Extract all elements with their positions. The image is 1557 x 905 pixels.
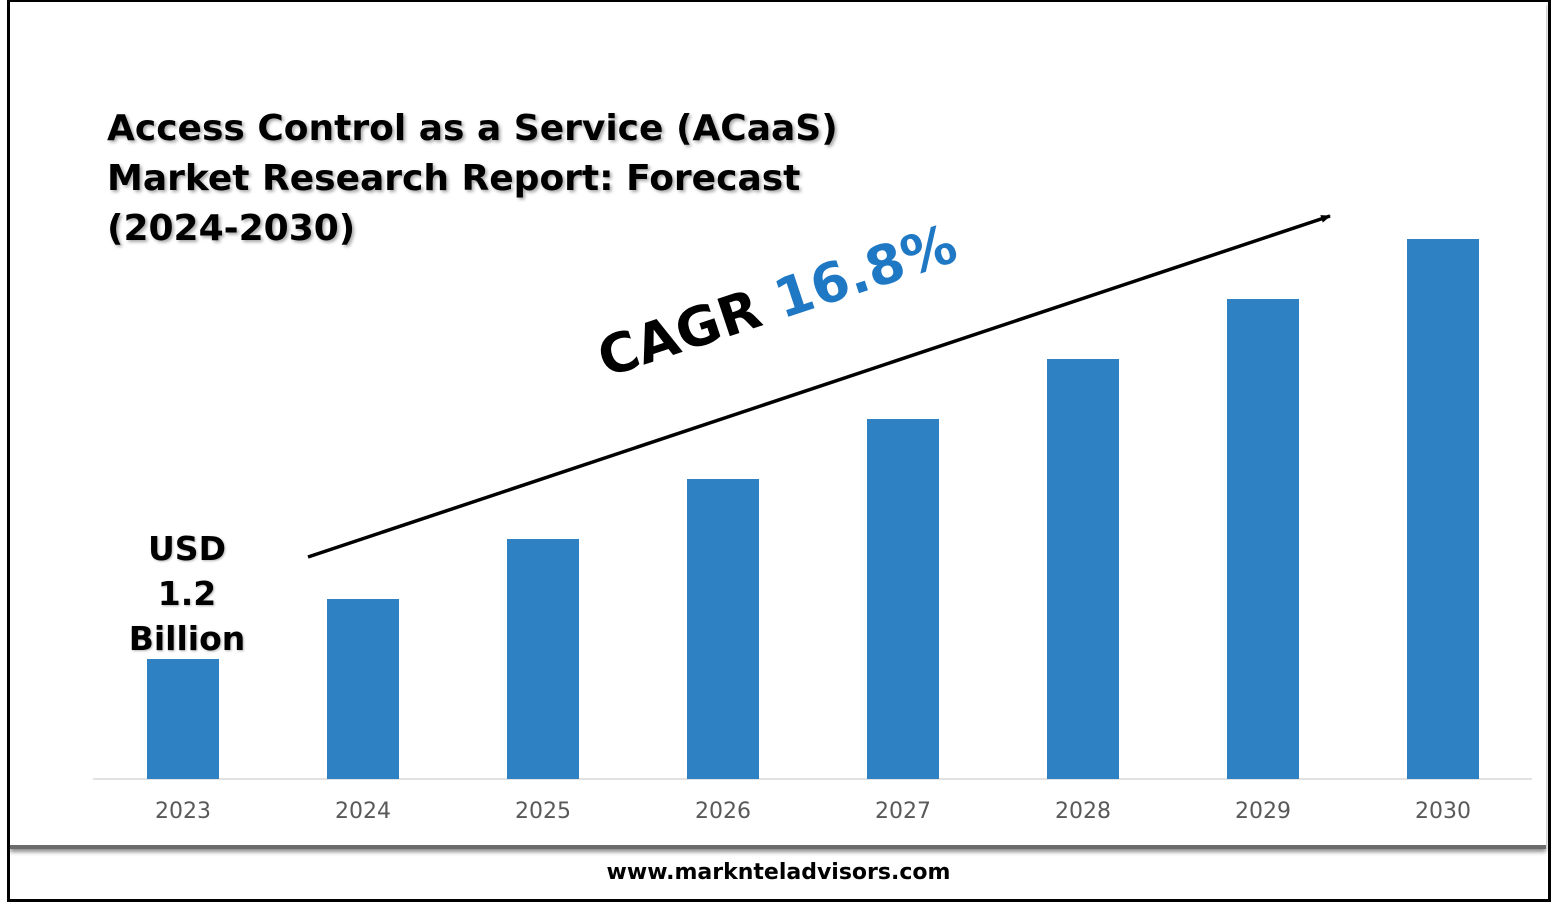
start-value-label: USD 1.2 Billion (117, 526, 257, 661)
bar-2024 (327, 599, 399, 779)
bar-2023 (147, 659, 219, 779)
title-line-3: (2024-2030) (107, 208, 356, 249)
x-tick-label: 2027 (875, 799, 931, 824)
bar-2029 (1227, 299, 1299, 779)
x-tick-label: 2025 (515, 799, 571, 824)
title-line-1: Access Control as a Service (ACaaS) (107, 108, 838, 149)
x-tick-label: 2024 (335, 799, 391, 824)
outer-frame (7, 0, 1551, 902)
start-value-currency: USD (148, 529, 226, 568)
bar-2025 (507, 539, 579, 779)
x-tick-label: 2030 (1415, 799, 1471, 824)
footer-website[interactable]: www.marknteladvisors.com (606, 860, 951, 885)
title-line-2: Market Research Report: Forecast (107, 158, 801, 199)
x-tick-label: 2023 (155, 799, 211, 824)
x-tick-label: 2028 (1055, 799, 1111, 824)
chart-title: Access Control as a Service (ACaaS) Mark… (107, 104, 838, 254)
bar-2027 (867, 419, 939, 779)
bar-2030 (1407, 239, 1479, 779)
bar-2028 (1047, 359, 1119, 779)
bar-2026 (687, 479, 759, 779)
x-tick-label: 2026 (695, 799, 751, 824)
x-tick-label: 2029 (1235, 799, 1291, 824)
start-value-unit: Billion (128, 619, 246, 658)
start-value-number: 1.2 (157, 574, 217, 613)
growth-arrow (307, 214, 1331, 559)
chart-panel (10, 2, 1546, 849)
